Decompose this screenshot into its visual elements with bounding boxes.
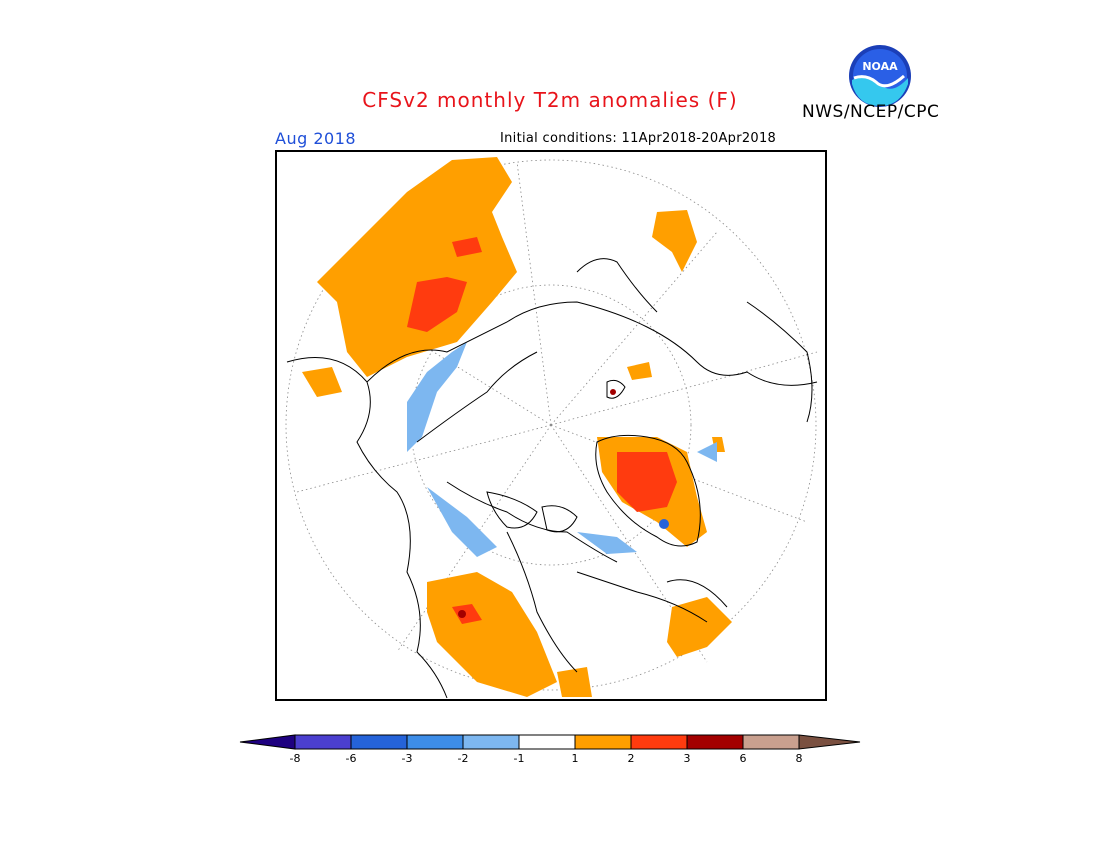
anomaly-warm-3 [458, 389, 616, 618]
noaa-logo-icon: NOAA [848, 44, 912, 108]
legend-label: -3 [401, 752, 413, 765]
chart-title: CFSv2 monthly T2m anomalies (F) [362, 88, 738, 112]
anomaly-warm-1 [302, 157, 732, 697]
anomaly-warm-2 [407, 237, 677, 624]
polar-map [275, 150, 827, 701]
legend-label: -8 [289, 752, 301, 765]
legend-label: 6 [739, 752, 747, 765]
legend-arrow-high [798, 734, 861, 750]
legend-label: -2 [457, 752, 469, 765]
coastlines [286, 258, 818, 699]
legend-swatch [742, 734, 800, 750]
legend-arrow-low [239, 734, 296, 750]
legend-label: -6 [345, 752, 357, 765]
svg-text:NOAA: NOAA [862, 60, 898, 73]
graticule [285, 159, 818, 691]
valid-month-label: Aug 2018 [275, 129, 357, 148]
legend-label: 2 [627, 752, 635, 765]
initial-conditions-label: Initial conditions: 11Apr2018-20Apr2018 [500, 131, 777, 146]
legend-swatch [574, 734, 632, 750]
legend-label: 8 [795, 752, 803, 765]
legend-swatch [294, 734, 352, 750]
legend-swatch [462, 734, 520, 750]
anomaly-cold-2 [659, 519, 669, 529]
legend-swatch [630, 734, 688, 750]
legend-label: 3 [683, 752, 691, 765]
legend-swatch [350, 734, 408, 750]
anomaly-cold-1 [407, 342, 717, 557]
legend-swatch [686, 734, 744, 750]
color-legend [238, 732, 862, 772]
legend-label: 1 [571, 752, 579, 765]
legend-label: -1 [513, 752, 525, 765]
legend-swatch [406, 734, 464, 750]
legend-swatch [518, 734, 576, 750]
agency-label: NWS/NCEP/CPC [802, 102, 940, 122]
